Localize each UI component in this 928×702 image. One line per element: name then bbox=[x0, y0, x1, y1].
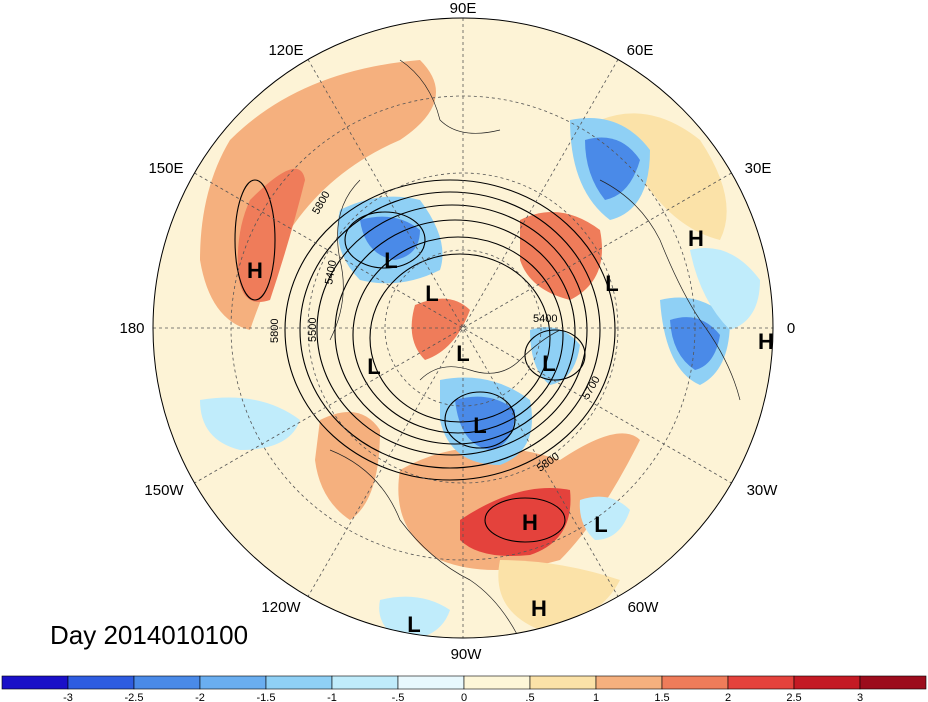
colorbar-tick-label: 3 bbox=[857, 692, 863, 702]
colorbar-swatch bbox=[595, 675, 663, 690]
colorbar-swatch bbox=[67, 675, 135, 690]
lon-label-90e: 90E bbox=[450, 0, 477, 17]
colorbar-swatch bbox=[199, 675, 267, 690]
colorbar-tick-label: .5 bbox=[525, 692, 534, 702]
map-title: Day 2014010100 bbox=[50, 620, 249, 650]
colorbar-swatch bbox=[331, 675, 399, 690]
lon-label-30w: 30W bbox=[747, 482, 779, 499]
colorbar-swatch bbox=[133, 675, 201, 690]
pressure-center-high: H bbox=[688, 226, 704, 251]
colorbar-tick-label: -.5 bbox=[392, 692, 405, 702]
colorbar-swatch bbox=[529, 675, 597, 690]
colorbar-tick-label: -2.5 bbox=[125, 692, 144, 702]
pressure-center-low: L bbox=[384, 248, 397, 273]
contour-label: 5400 bbox=[323, 259, 339, 285]
colorbar-swatch bbox=[265, 675, 333, 690]
lon-label-120e: 120E bbox=[268, 42, 303, 59]
colorbar: -3 -2.5 -2 -1.5 -1 -.5 0 .5 1 1.5 2 2.5 3 bbox=[1, 675, 927, 702]
pressure-center-low: L bbox=[407, 612, 420, 637]
pressure-center-high: H bbox=[247, 258, 263, 283]
lon-label-30e: 30E bbox=[745, 160, 772, 177]
lon-label-90w: 90W bbox=[451, 646, 483, 663]
lon-label-60e: 60E bbox=[627, 42, 654, 59]
lon-label-150e: 150E bbox=[148, 160, 183, 177]
contour-label: 5400 bbox=[533, 313, 557, 325]
contour-label: 5500 bbox=[307, 318, 319, 342]
colorbar-tick-label: -2 bbox=[195, 692, 205, 702]
pressure-center-low: L bbox=[594, 512, 607, 537]
colorbar-swatch bbox=[793, 675, 861, 690]
colorbar-swatch bbox=[1, 675, 69, 690]
colorbar-tick-label: -1 bbox=[327, 692, 337, 702]
colorbar-tick-label: 0 bbox=[461, 692, 467, 702]
colorbar-tick-label: 2.5 bbox=[786, 692, 801, 702]
contour-label: 5800 bbox=[269, 319, 281, 343]
lon-label-150w: 150W bbox=[144, 482, 184, 499]
colorbar-tick-label: 1.5 bbox=[654, 692, 669, 702]
lon-label-180: 180 bbox=[119, 320, 144, 337]
anomaly-field bbox=[153, 18, 773, 638]
pressure-center-high: H bbox=[522, 510, 538, 535]
colorbar-swatch bbox=[397, 675, 465, 690]
pressure-center-low: L bbox=[542, 351, 555, 376]
colorbar-tick-label: -1.5 bbox=[257, 692, 276, 702]
pressure-center-low: L bbox=[605, 271, 618, 296]
pressure-center-high: H bbox=[758, 329, 774, 354]
colorbar-swatch bbox=[859, 675, 927, 690]
map-boundary bbox=[152, 17, 774, 639]
colorbar-tick-label: 2 bbox=[725, 692, 731, 702]
colorbar-tick-label: -3 bbox=[63, 692, 73, 702]
pressure-center-low: L bbox=[456, 341, 469, 366]
pressure-center-low: L bbox=[367, 354, 380, 379]
pressure-center-low: L bbox=[473, 413, 486, 438]
pressure-center-low: L bbox=[425, 281, 438, 306]
graticule bbox=[153, 18, 773, 638]
lon-label-0: 0 bbox=[787, 320, 795, 337]
lon-label-120w: 120W bbox=[261, 599, 301, 616]
colorbar-swatch bbox=[463, 675, 531, 690]
colorbar-swatch bbox=[661, 675, 729, 690]
pressure-centers: H L L L L L L H L H H L H L bbox=[247, 226, 774, 637]
pressure-center-high: H bbox=[531, 596, 547, 621]
colorbar-tick-label: 1 bbox=[593, 692, 599, 702]
colorbar-swatch bbox=[727, 675, 795, 690]
lon-label-60w: 60W bbox=[628, 599, 660, 616]
